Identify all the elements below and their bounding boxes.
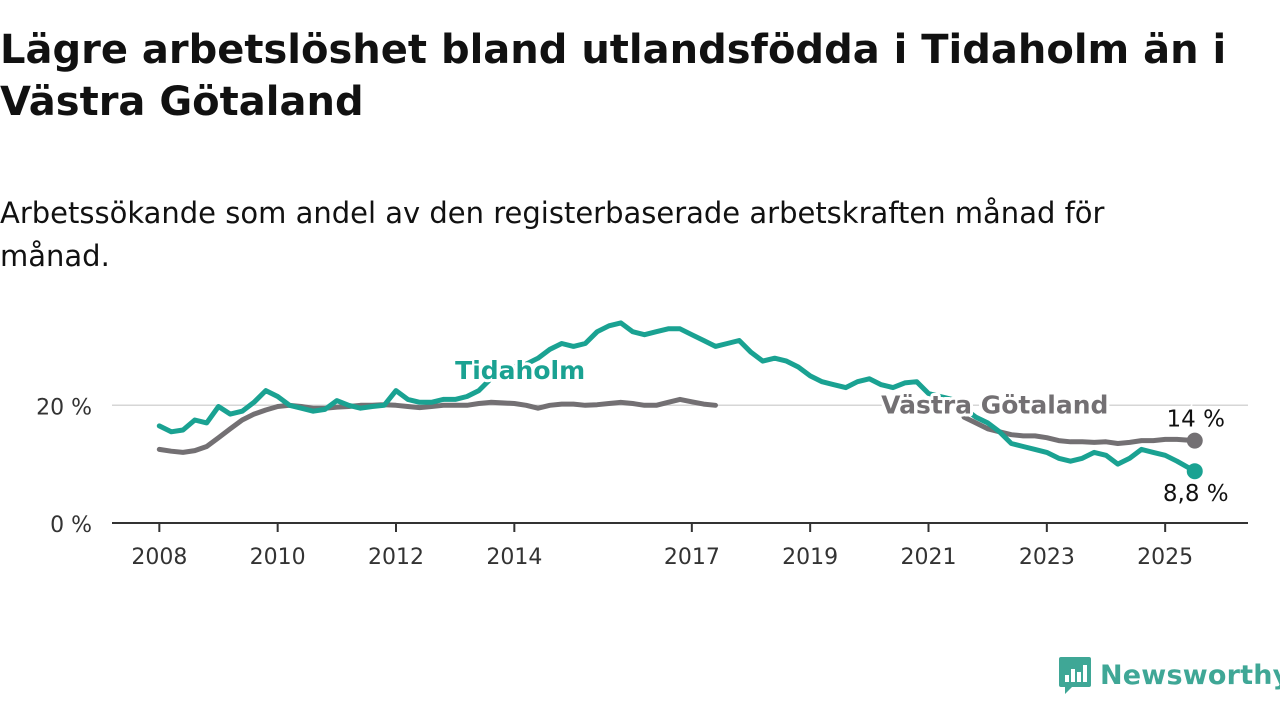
series-lines (156, 320, 1203, 480)
x-tick-label-2014: 2014 (486, 545, 542, 570)
brand-logo[interactable]: Newsworthy (1058, 654, 1280, 696)
series-label-tidaholm: Tidaholm (455, 356, 585, 385)
chart-subtitle: Arbetssökande som andel av den registerb… (0, 196, 1105, 273)
x-tick-label-2023: 2023 (1019, 545, 1075, 570)
chart-labels: Tidaholm Västra Götaland 8,8 % 14 % (452, 353, 1231, 510)
x-tick-label-2017: 2017 (664, 545, 720, 570)
series-label-v-stra-g-taland: Västra Götaland (881, 391, 1108, 420)
x-tick-label-2012: 2012 (368, 545, 424, 570)
end-value-label-tidaholm: 8,8 % (1163, 481, 1229, 507)
brand-name: Newsworthy (1100, 659, 1280, 691)
y-tick-label-20: 20 % (36, 395, 92, 420)
end-point-tidaholm (1186, 463, 1203, 480)
newsworthy-logo-icon (1059, 657, 1091, 694)
end-value-label-v-stra-g-taland: 14 % (1167, 407, 1225, 433)
x-tick-label-2025: 2025 (1137, 545, 1193, 570)
series-line-v-stra-g-taland (156, 396, 718, 455)
x-tick-label-2010: 2010 (250, 545, 306, 570)
end-point-v-stra-g-taland (1186, 432, 1203, 449)
x-tick-label-2021: 2021 (901, 545, 957, 570)
y-tick-label-0: 0 % (50, 513, 92, 538)
x-tick-label-2019: 2019 (782, 545, 838, 570)
x-axis: 2008 2010 2012 2014 2017 2019 2021 2023 2025 (112, 522, 1248, 570)
chart-title: Lägre arbetslöshet bland utlandsfödda i … (0, 27, 1227, 125)
x-tick-label-2008: 2008 (131, 545, 187, 570)
gridlines: 0 % 20 % (36, 395, 1248, 538)
series-line-tidaholm (156, 320, 1198, 474)
